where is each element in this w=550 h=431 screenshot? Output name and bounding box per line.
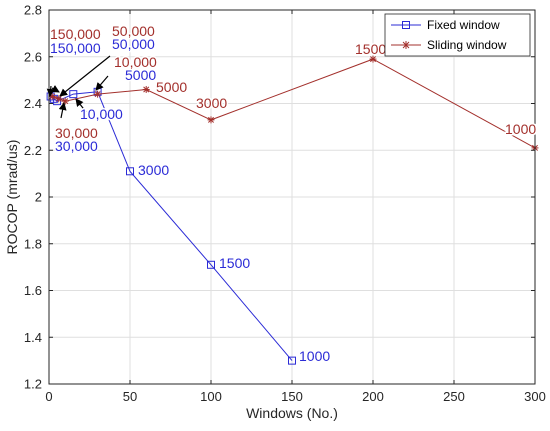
x-axis-title: Windows (No.) [246, 405, 338, 421]
annotation-arrows [46, 55, 111, 119]
data-point-fixed [288, 356, 296, 365]
data-point-sliding [142, 85, 150, 93]
y-axis-title: ROCOP (mrad/us) [4, 140, 20, 255]
x-tick-label: 100 [200, 389, 222, 404]
y-tick-label: 1.2 [24, 377, 42, 392]
legend-marker-fixed [402, 21, 410, 29]
point-label-sliding: 3000 [196, 95, 227, 111]
point-label-fixed: 30,000 [55, 138, 98, 154]
annotation-arrow [75, 98, 87, 113]
ticks: 0 50 100 150 200 250 300 1.2 1.4 1.6 1.8 2 2.2 2.4 2.6… [24, 3, 546, 405]
point-label-sliding: 10,000 [114, 54, 157, 70]
y-tick-label: 2.2 [24, 143, 42, 158]
point-label-fixed: 150,000 [50, 40, 101, 56]
data-point-fixed [207, 260, 215, 269]
point-label-fixed: 3000 [138, 162, 169, 178]
x-tick-label: 250 [443, 389, 465, 404]
data-point-sliding [61, 97, 69, 105]
point-label-sliding: 50,000 [112, 23, 155, 39]
y-tick-label: 1.4 [24, 330, 42, 345]
point-labels: 150,000 50,00030,00010,000500030001500100… [49, 22, 538, 366]
data-point-sliding [94, 90, 102, 98]
legend-marker-sliding [402, 41, 410, 49]
point-label-fixed: 50,000 [112, 36, 155, 52]
y-tick-label: 2 [35, 190, 42, 205]
data-point-sliding [55, 95, 63, 103]
y-tick-label: 1.6 [24, 283, 42, 298]
legend-label-fixed: Fixed window [427, 18, 500, 32]
data-point-fixed [69, 90, 78, 99]
x-tick-label: 0 [45, 389, 52, 404]
data-point-fixed [126, 167, 134, 176]
annotation-arrow [46, 85, 55, 97]
annotation-arrow [58, 102, 67, 119]
point-label-fixed: 1000 [299, 348, 330, 364]
x-tick-label: 150 [281, 389, 303, 404]
y-tick-label: 1.8 [24, 236, 42, 251]
point-label-sliding: 150,000 [50, 26, 101, 42]
annotation-arrow [95, 75, 109, 91]
legend-label-sliding: Sliding window [427, 38, 507, 52]
legend: Fixed window Sliding window [384, 13, 531, 57]
y-tick-label: 2.8 [24, 3, 42, 18]
point-label-sliding: 5000 [156, 79, 187, 95]
annotation-arrow [59, 55, 111, 97]
point-label-fixed: 5000 [125, 67, 156, 83]
y-tick-label: 2.4 [24, 96, 42, 111]
x-tick-label: 300 [524, 389, 546, 404]
point-label-fixed: 1500 [219, 255, 250, 271]
data-point-sliding [369, 55, 377, 63]
x-tick-label: 50 [123, 389, 137, 404]
point-label-sliding: 1000 [505, 121, 536, 137]
x-tick-label: 200 [362, 389, 384, 404]
y-tick-label: 2.6 [24, 49, 42, 64]
annotation-arrow [50, 85, 60, 93]
point-label-fixed: 10,000 [80, 106, 123, 122]
point-label-sliding: 1500 [355, 41, 386, 57]
point-label-sliding: 30,000 [55, 125, 98, 141]
data-point-sliding [207, 116, 215, 124]
